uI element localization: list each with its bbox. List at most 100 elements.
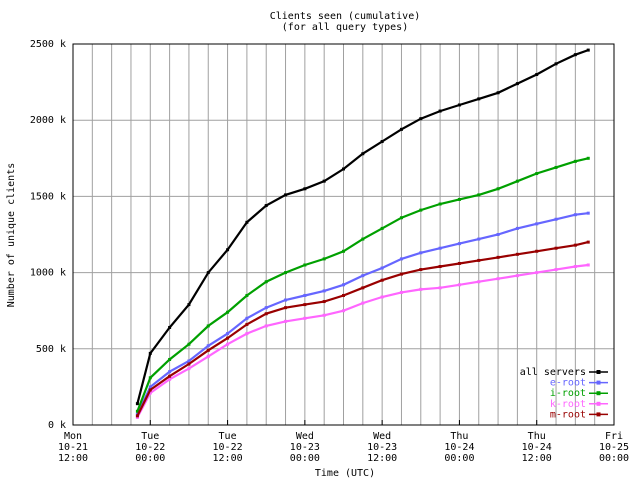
data-point <box>187 342 191 346</box>
data-point <box>586 240 590 244</box>
data-point <box>438 265 442 269</box>
data-point <box>399 272 403 276</box>
data-point <box>148 385 152 389</box>
data-point <box>264 204 268 208</box>
data-point <box>168 374 172 378</box>
data-point <box>206 271 210 275</box>
data-point <box>380 266 384 270</box>
data-point <box>284 271 288 275</box>
data-point <box>419 251 423 255</box>
legend-marker <box>596 391 601 396</box>
data-point <box>303 263 307 267</box>
y-tick-label: 1500 k <box>30 191 66 202</box>
data-point <box>399 257 403 261</box>
data-point <box>419 287 423 291</box>
data-point <box>554 268 558 272</box>
data-point <box>245 293 249 297</box>
data-point <box>380 226 384 230</box>
legend-label: i-root <box>550 388 586 399</box>
data-point <box>187 367 191 371</box>
data-point <box>135 414 139 418</box>
legend-marker <box>596 370 601 374</box>
data-point <box>554 165 558 169</box>
x-tick-labels: Mon10-2112:00Tue10-2200:00Tue10-2212:00W… <box>58 420 629 464</box>
data-point <box>380 140 384 144</box>
data-point <box>438 246 442 250</box>
data-point <box>457 242 461 246</box>
x-tick-label: 10-24 <box>444 442 474 453</box>
data-point <box>303 303 307 307</box>
y-tick-label: 2000 k <box>30 115 66 126</box>
data-point <box>399 290 403 294</box>
plot-frame <box>72 43 615 426</box>
data-point <box>573 213 577 217</box>
data-point <box>264 312 268 316</box>
data-point <box>168 357 172 361</box>
data-point <box>535 72 539 76</box>
data-point <box>284 306 288 310</box>
data-point <box>457 261 461 265</box>
y-tick-label: 2500 k <box>30 39 66 50</box>
data-point <box>342 249 345 253</box>
data-point <box>419 117 423 121</box>
data-point <box>515 252 519 256</box>
data-point <box>135 415 139 419</box>
x-tick-label: Wed <box>296 431 314 442</box>
data-point <box>457 103 461 107</box>
x-tick-label: 00:00 <box>599 453 629 464</box>
data-point <box>264 324 268 328</box>
x-tick-label: Tue <box>141 431 159 442</box>
x-tick-label: 10-24 <box>522 442 552 453</box>
data-point <box>477 97 481 101</box>
data-point <box>457 283 461 287</box>
data-point <box>399 216 403 220</box>
x-tick-label: 10-25 <box>599 442 629 453</box>
data-point <box>361 274 365 278</box>
data-point <box>187 359 191 363</box>
data-point <box>264 306 268 310</box>
data-point <box>496 233 500 236</box>
data-point <box>284 319 288 323</box>
data-point <box>148 391 152 395</box>
data-point <box>226 332 230 336</box>
data-point <box>226 310 230 314</box>
y-tick-labels: 0 k 500 k 1000 k 1500 k 2000 k 2500 k <box>30 39 66 431</box>
x-axis-label: Time (UTC) <box>315 468 375 479</box>
data-point <box>535 222 539 226</box>
legend-marker <box>596 401 601 406</box>
data-point <box>361 301 365 305</box>
data-point <box>168 377 172 381</box>
data-point <box>342 283 345 287</box>
data-point <box>303 187 307 191</box>
data-point <box>477 280 481 284</box>
data-point <box>496 91 500 95</box>
data-point <box>322 289 326 293</box>
data-point <box>496 255 500 259</box>
data-point <box>477 193 481 197</box>
data-point <box>535 249 539 253</box>
y-axis-label: Number of unique clients <box>6 163 17 308</box>
x-tick-label: 12:00 <box>522 453 552 464</box>
x-tick-label: 10-22 <box>213 442 243 453</box>
data-point <box>245 220 249 224</box>
data-point <box>477 237 481 241</box>
chart-subtitle: (for all query types) <box>282 22 408 33</box>
x-tick-label: Thu <box>450 431 468 442</box>
data-point <box>586 211 590 215</box>
data-point <box>168 370 172 374</box>
data-point <box>438 109 442 113</box>
data-point <box>515 226 519 230</box>
data-point <box>515 82 519 86</box>
data-point <box>515 274 519 278</box>
data-point <box>361 237 365 241</box>
data-point <box>148 351 152 355</box>
data-point <box>535 172 539 176</box>
data-point <box>226 248 230 252</box>
data-point <box>342 293 345 297</box>
data-point <box>206 348 210 352</box>
data-point <box>148 388 152 392</box>
data-point <box>226 342 230 346</box>
data-point <box>399 127 403 131</box>
data-point <box>322 313 326 317</box>
data-point <box>496 277 500 281</box>
